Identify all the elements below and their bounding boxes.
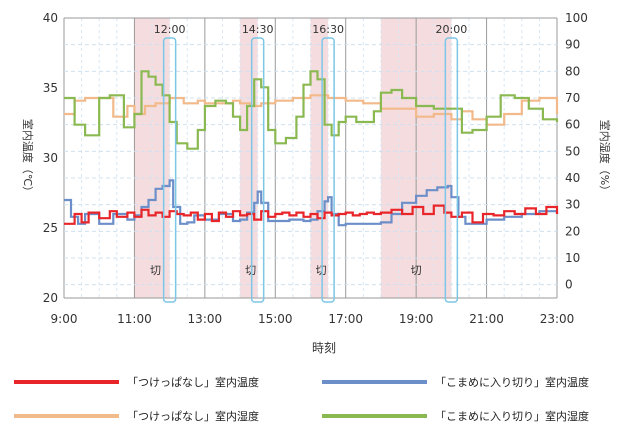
series-line-hum-off: [64, 70, 559, 150]
legend-swatch-temp-off: [322, 380, 427, 384]
legend: 「つけっぱなし」室内温度 「こまめに入り切り」室内温度 「つけっぱなし」室内湿度…: [0, 370, 619, 440]
off-label-1: 切: [245, 264, 256, 277]
y-right-tick-0: 0: [565, 278, 573, 292]
series-line-temp-off: [64, 179, 559, 227]
legend-item-temp-off: 「こまめに入り切り」室内温度: [322, 374, 589, 390]
y-right-tick-6: 60: [565, 118, 580, 132]
highlight-boxes: 切 切 切 切 12:00 14:30 16:30 20:00: [150, 23, 468, 303]
y-axis-left-label: 室内温度（℃）: [21, 119, 35, 197]
y-left-tick-2: 30: [43, 151, 58, 165]
y-left-tick-1: 25: [43, 221, 58, 235]
x-tick-7: 23:00: [540, 312, 575, 326]
x-axis-label: 時刻: [312, 341, 336, 355]
legend-label-temp-on: 「つけっぱなし」室内温度: [127, 376, 259, 389]
x-tick-3: 15:00: [258, 312, 293, 326]
highlight-box-2: [321, 37, 335, 303]
y-right-tick-5: 50: [565, 144, 580, 158]
legend-item-hum-on: 「つけっぱなし」室内湿度: [14, 408, 259, 424]
y-right-tick-9: 90: [565, 38, 580, 52]
x-tick-6: 21:00: [469, 312, 504, 326]
x-tick-5: 19:00: [399, 312, 434, 326]
highlight-label-3: 20:00: [436, 23, 468, 36]
y-left-tick-3: 35: [43, 81, 58, 95]
legend-swatch-temp-on: [14, 380, 119, 384]
legend-label-temp-off: 「こまめに入り切り」室内温度: [435, 376, 589, 389]
off-label-3: 切: [411, 264, 422, 277]
highlight-box-3: [444, 37, 459, 303]
y-right-tick-10: 100: [565, 11, 588, 25]
x-tick-2: 13:00: [188, 312, 223, 326]
y-right-tick-8: 80: [565, 64, 580, 78]
series-lines: [64, 70, 559, 227]
legend-item-temp-on: 「つけっぱなし」室内温度: [14, 374, 259, 390]
y-right-tick-1: 10: [565, 251, 580, 265]
highlight-box-0: [162, 37, 177, 303]
y-right-tick-2: 20: [565, 224, 580, 238]
legend-item-hum-off: 「こまめに入り切り」室内湿度: [322, 408, 589, 424]
legend-swatch-hum-on: [14, 414, 119, 418]
highlight-label-2: 16:30: [312, 23, 344, 36]
y-axis-right-label: 室内湿度（%）: [598, 120, 612, 196]
x-tick-4: 17:00: [328, 312, 363, 326]
legend-label-hum-off: 「こまめに入り切り」室内湿度: [435, 410, 589, 423]
x-tick-0: 9:00: [51, 312, 78, 326]
highlight-label-0: 12:00: [154, 23, 186, 36]
axes: 20 25 30 35 40 0 10 20 30 40 50 60 70 80 90 100 9:00 11:0…: [43, 11, 588, 326]
y-right-tick-7: 70: [565, 91, 580, 105]
off-label-2: 切: [316, 264, 327, 277]
off-label-0: 切: [150, 264, 161, 277]
off-period-1: [240, 18, 258, 298]
off-period-2: [310, 18, 329, 298]
y-right-tick-4: 40: [565, 171, 580, 185]
grid-lines: [63, 17, 558, 299]
legend-swatch-hum-off: [322, 414, 427, 418]
x-tick-1: 11:00: [117, 312, 152, 326]
y-right-tick-3: 30: [565, 198, 580, 212]
y-left-tick-4: 40: [43, 11, 58, 25]
highlight-box-1: [250, 37, 265, 303]
y-left-tick-0: 20: [43, 291, 58, 305]
temperature-humidity-chart: 切切切切12:00 14:30 16:30 20:00 202530354001020…: [21, 11, 612, 355]
highlight-label-1: 14:30: [242, 23, 274, 36]
legend-label-hum-on: 「つけっぱなし」室内湿度: [127, 410, 259, 423]
series-line-temp-on: [64, 204, 559, 225]
